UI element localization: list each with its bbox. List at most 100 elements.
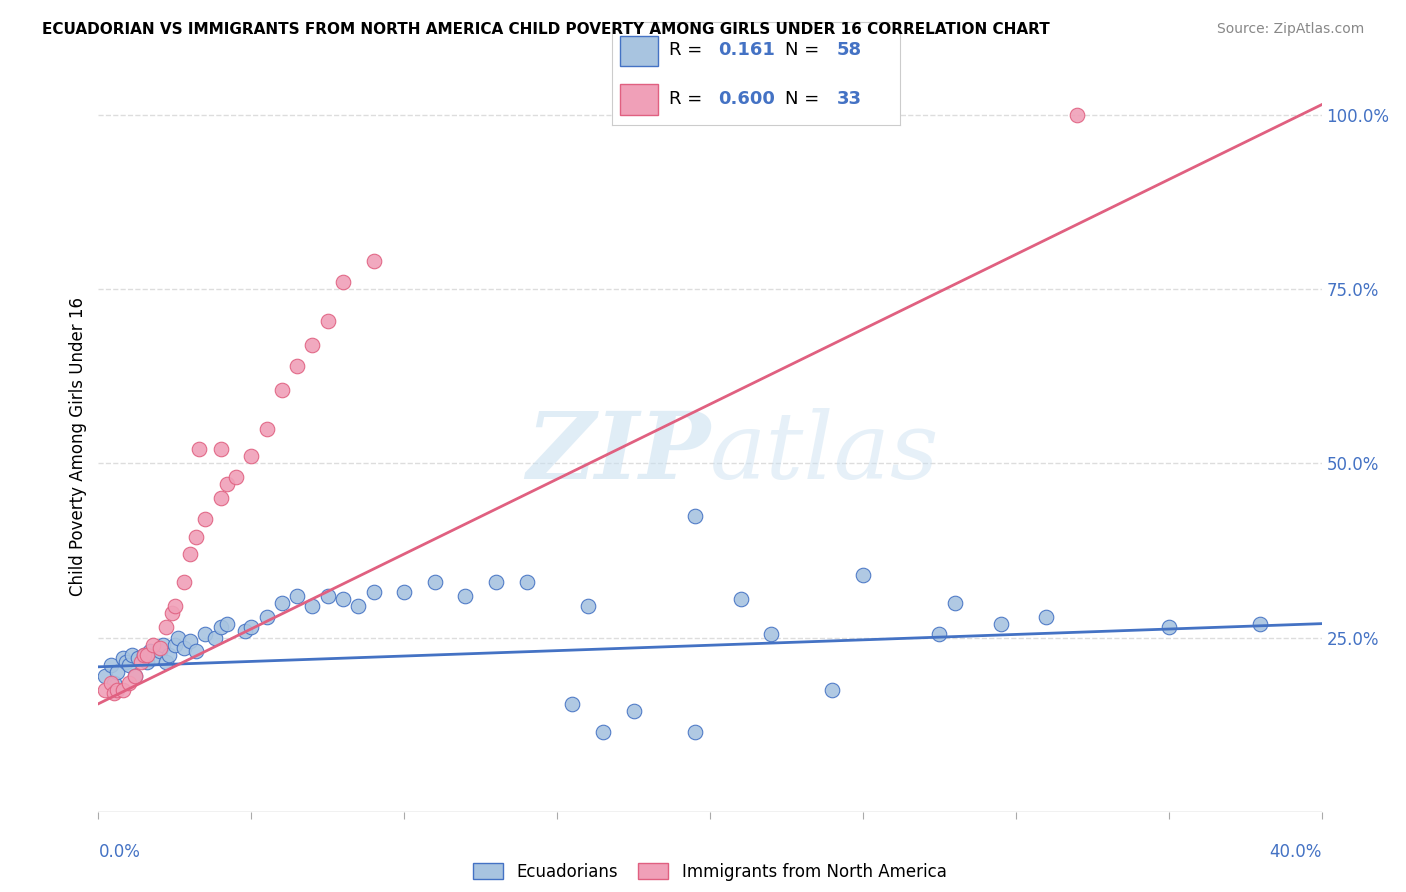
Point: [1035, 609, 1057, 624]
Point: [209, 442, 232, 457]
Point: [103, 676, 125, 690]
Point: [186, 530, 208, 544]
Point: [155, 655, 177, 669]
Point: [105, 665, 128, 680]
Point: [209, 491, 232, 506]
Point: [516, 574, 538, 589]
Point: [124, 669, 146, 683]
Point: [160, 606, 183, 620]
Text: Source: ZipAtlas.com: Source: ZipAtlas.com: [1216, 22, 1364, 37]
Point: [215, 477, 238, 491]
Point: [115, 655, 138, 669]
Text: 40.0%: 40.0%: [1270, 843, 1322, 861]
Point: [454, 589, 477, 603]
Point: [134, 648, 156, 662]
Point: [928, 627, 950, 641]
Point: [1249, 616, 1271, 631]
Point: [316, 313, 339, 327]
Text: 58: 58: [837, 41, 862, 59]
Point: [93, 669, 115, 683]
Point: [93, 682, 115, 697]
Text: R =: R =: [669, 90, 709, 108]
Point: [485, 574, 508, 589]
Point: [1157, 620, 1180, 634]
Point: [121, 648, 143, 662]
Point: [105, 682, 128, 697]
FancyBboxPatch shape: [620, 84, 658, 114]
Point: [347, 599, 370, 614]
Point: [990, 616, 1012, 631]
Point: [225, 470, 247, 484]
Point: [118, 658, 141, 673]
Point: [592, 724, 614, 739]
Point: [118, 676, 141, 690]
Point: [149, 644, 172, 658]
Y-axis label: Child Poverty Among Girls Under 16: Child Poverty Among Girls Under 16: [69, 296, 87, 596]
Point: [623, 704, 645, 718]
Text: N =: N =: [785, 90, 824, 108]
Point: [173, 640, 195, 655]
Point: [173, 574, 195, 589]
Point: [270, 596, 292, 610]
Point: [423, 574, 446, 589]
Point: [136, 655, 159, 669]
Point: [285, 589, 308, 603]
Point: [392, 585, 416, 599]
Point: [142, 651, 165, 665]
Point: [204, 631, 226, 645]
Point: [759, 627, 782, 641]
Point: [363, 585, 385, 599]
Point: [103, 686, 125, 700]
Text: ZIP: ZIP: [526, 409, 710, 499]
Point: [332, 592, 354, 607]
Point: [256, 421, 278, 435]
Point: [155, 620, 177, 634]
FancyBboxPatch shape: [620, 36, 658, 66]
Point: [127, 651, 149, 665]
Point: [163, 638, 186, 652]
Text: 33: 33: [837, 90, 862, 108]
Point: [316, 589, 339, 603]
Point: [561, 697, 583, 711]
Point: [821, 682, 844, 697]
Point: [179, 634, 201, 648]
Point: [730, 592, 752, 607]
Point: [215, 616, 238, 631]
Point: [1066, 108, 1088, 122]
Point: [240, 620, 263, 634]
Point: [301, 338, 323, 352]
Point: [157, 648, 180, 662]
Point: [163, 599, 186, 614]
Point: [270, 384, 292, 398]
Text: 0.600: 0.600: [718, 90, 775, 108]
Point: [209, 620, 232, 634]
Point: [139, 644, 162, 658]
Text: atlas: atlas: [710, 409, 939, 499]
Point: [194, 627, 217, 641]
Point: [683, 724, 706, 739]
Point: [179, 547, 201, 561]
Point: [100, 658, 122, 673]
Point: [124, 669, 146, 683]
Point: [240, 450, 263, 464]
Text: ECUADORIAN VS IMMIGRANTS FROM NORTH AMERICA CHILD POVERTY AMONG GIRLS UNDER 16 C: ECUADORIAN VS IMMIGRANTS FROM NORTH AMER…: [42, 22, 1050, 37]
Point: [142, 638, 165, 652]
Point: [134, 648, 156, 662]
Text: 0.161: 0.161: [718, 41, 775, 59]
Point: [100, 676, 122, 690]
Legend: Ecuadorians, Immigrants from North America: Ecuadorians, Immigrants from North Ameri…: [467, 856, 953, 888]
Point: [167, 631, 190, 645]
Point: [285, 359, 308, 373]
Point: [129, 655, 152, 669]
Point: [194, 512, 217, 526]
Point: [136, 648, 159, 662]
Point: [301, 599, 323, 614]
Point: [576, 599, 599, 614]
Point: [233, 624, 256, 638]
Point: [332, 275, 354, 289]
Point: [363, 254, 385, 268]
Point: [149, 640, 172, 655]
Point: [152, 638, 174, 652]
Point: [683, 508, 706, 523]
Point: [111, 682, 134, 697]
